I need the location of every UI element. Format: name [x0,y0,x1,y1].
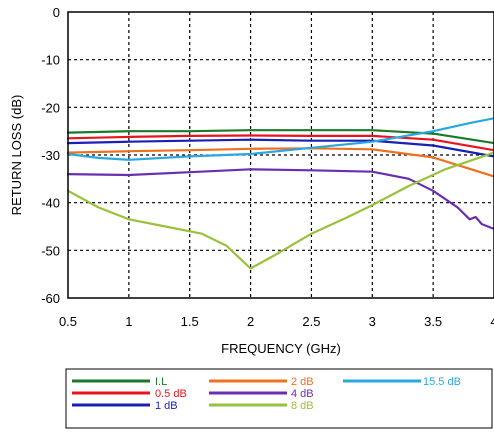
y-tick-label: -20 [41,100,60,115]
series-line-2-db [66,147,494,178]
y-tick-label: -40 [41,196,60,211]
legend-label: 15.5 dB [423,376,461,388]
legend: I.L0.5 dB1 dB 2 dB4 dB8 dB 15.5 dB [72,376,461,412]
y-tick-label: -30 [41,148,60,163]
legend-label: 2 dB [291,376,314,388]
tick-labels: 0.5 1 1.5 2 2.5 3 3.5 4 0 -10 -20 -30 -40 -50 -60 [41,5,494,329]
series-line-0-5-db [66,134,494,152]
legend-label: 0.5 dB [155,388,187,400]
x-tick-label: 2 [247,314,254,329]
y-axis-title: RETURN LOSS (dB) [9,95,24,216]
x-tick-label: 3 [369,314,376,329]
series-layer [66,117,494,270]
x-axis-title: FREQUENCY (GHz) [221,341,341,356]
series-line-8-db [66,151,494,270]
x-tick-label: 0.5 [59,314,77,329]
x-tick-label: 1.5 [181,314,199,329]
y-tick-label: -10 [41,53,60,68]
legend-label: 1 dB [155,400,178,412]
y-tick-label: -60 [41,291,60,306]
x-tick-label: 3.5 [424,314,442,329]
legend-label: 4 dB [291,388,314,400]
y-tick-label: 0 [53,5,60,20]
x-tick-label: 2.5 [302,314,320,329]
series-line-15-5-db [66,117,494,161]
x-tick-label: 1 [125,314,132,329]
series-line-4-db [66,168,494,230]
legend-label: 8 dB [291,400,314,412]
x-tick-label: 4 [490,314,494,329]
series-line-1-db [66,138,494,158]
legend-label: I.L [155,376,167,388]
y-tick-label: -50 [41,243,60,258]
plot-area-frame [67,11,494,299]
legend-box [65,368,493,429]
